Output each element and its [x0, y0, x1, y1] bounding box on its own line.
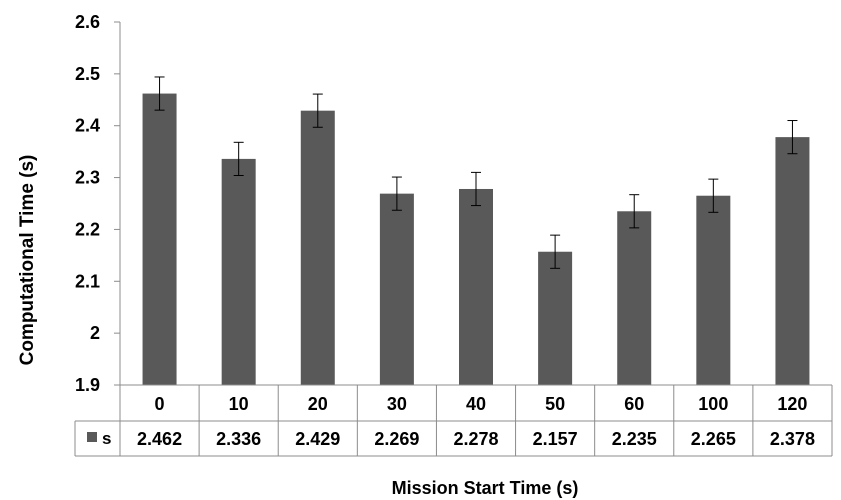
bars — [142, 93, 810, 385]
x-tick-label: 50 — [545, 394, 565, 414]
y-tick-label: 2.6 — [75, 12, 100, 32]
bar — [696, 195, 731, 385]
data-label: 2.265 — [691, 429, 736, 449]
bar — [617, 211, 652, 385]
bar — [379, 193, 414, 385]
data-label: 2.378 — [770, 429, 815, 449]
x-tick-label: 100 — [698, 394, 728, 414]
x-axis-title: Mission Start Time (s) — [392, 478, 579, 498]
error-bars — [154, 76, 798, 269]
data-label: 2.269 — [374, 429, 419, 449]
x-tick-label: 0 — [155, 394, 165, 414]
y-tick-label: 2.1 — [75, 271, 100, 291]
bar — [142, 93, 177, 385]
y-tick-label: 2.5 — [75, 64, 100, 84]
bar — [538, 251, 573, 385]
y-tick-label: 2 — [90, 323, 100, 343]
data-table: 0 2.462 10 2.336 20 2.429 30 2.269 40 2.278 50 2.15… — [74, 384, 833, 457]
y-axis-title: Computational Time (s) — [17, 155, 38, 366]
data-label: 2.462 — [137, 429, 182, 449]
x-tick-label: 120 — [777, 394, 807, 414]
x-tick-label: 60 — [624, 394, 644, 414]
y-tick-label: 1.9 — [75, 375, 100, 395]
data-label: 2.235 — [612, 429, 657, 449]
bar — [221, 158, 256, 385]
bar — [459, 188, 493, 385]
x-tick-label: 10 — [229, 394, 249, 414]
x-tick-label: 30 — [387, 394, 407, 414]
bar — [300, 110, 335, 385]
x-tick-label: 40 — [466, 394, 486, 414]
y-axis: 1.9 2 2.1 2.2 2.3 2.4 2.5 2.6 — [75, 12, 121, 395]
data-label: 2.157 — [533, 429, 578, 449]
data-label: 2.429 — [295, 429, 340, 449]
legend-swatch — [87, 432, 97, 442]
legend-label: s — [102, 429, 111, 448]
data-label: 2.336 — [216, 429, 261, 449]
y-tick-label: 2.2 — [75, 219, 100, 239]
x-tick-label: 20 — [308, 394, 328, 414]
bar — [775, 137, 810, 385]
y-tick-label: 2.4 — [75, 116, 100, 136]
data-label: 2.278 — [453, 429, 498, 449]
y-tick-label: 2.3 — [75, 168, 100, 188]
